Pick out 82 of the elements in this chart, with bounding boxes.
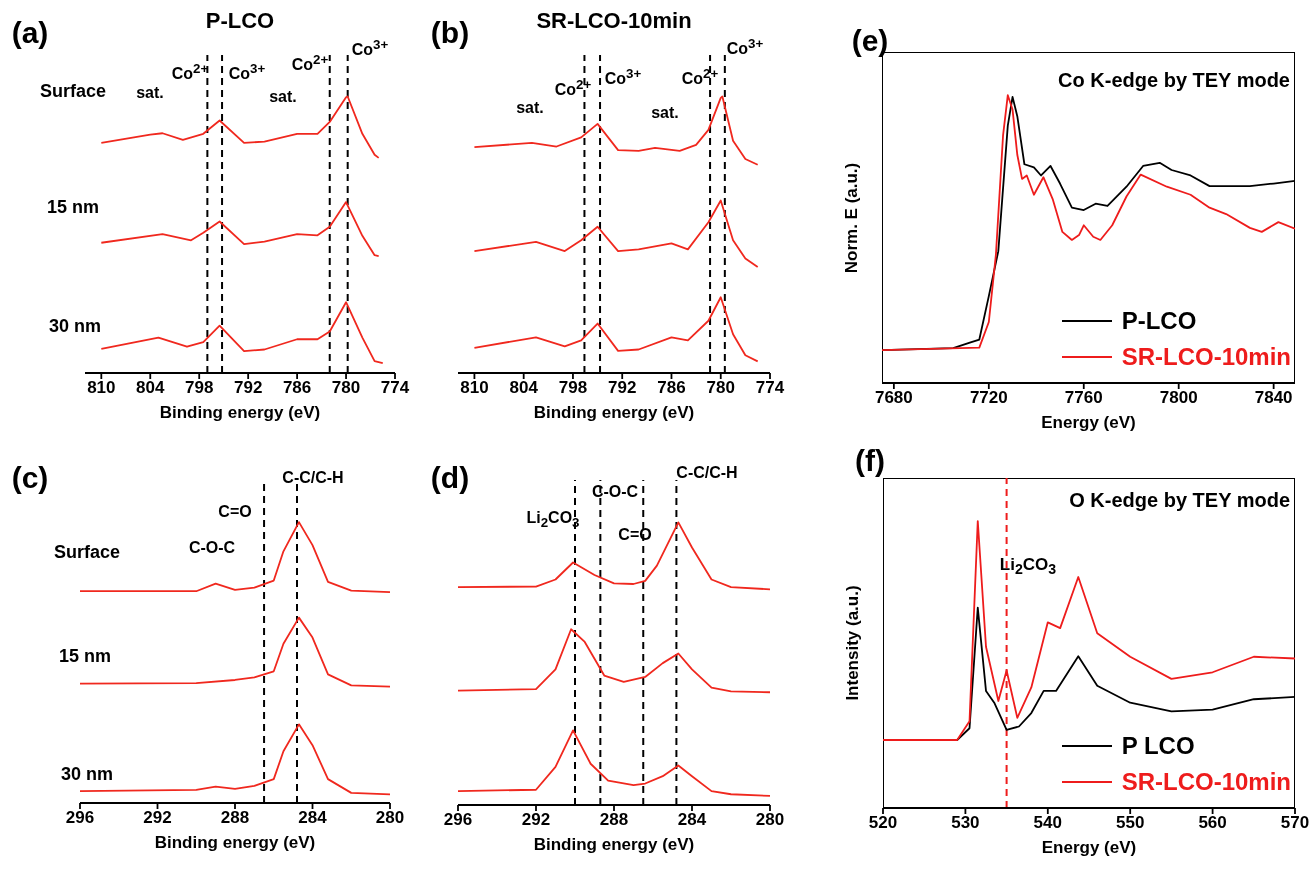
text: Co$^{2+}$ [291, 51, 329, 74]
x-axis-title: Binding energy (eV) [153, 833, 317, 854]
y-axis-title: Norm. E (a.u.) [842, 162, 862, 273]
text: (e) [851, 23, 889, 57]
x-tick-label: 292 [521, 810, 551, 830]
x-tick-label: 804 [509, 378, 539, 398]
x-tick-label: 560 [1198, 813, 1227, 833]
x-tick-label: 7840 [1254, 388, 1293, 408]
x-tick-label: 280 [755, 810, 785, 830]
text: C-C/C-H [676, 464, 738, 482]
text: Co$^{2+}$ [171, 60, 209, 83]
x-tick-label: 774 [755, 378, 785, 398]
legend-label: SR-LCO-10min [1121, 343, 1291, 371]
text: Co K-edge by TEY mode [1058, 69, 1290, 91]
legend-label: P LCO [1121, 732, 1195, 760]
x-tick-label: 540 [1033, 813, 1062, 833]
x-tick-label: 804 [136, 378, 165, 398]
x-tick-label: 296 [443, 810, 473, 830]
x-tick-label: 780 [331, 378, 361, 398]
x-tick-label: 774 [380, 378, 410, 398]
x-tick-label: 288 [599, 810, 629, 830]
text: O K-edge by TEY mode [1069, 489, 1290, 511]
annotation: 15 nm [46, 197, 100, 218]
x-tick-label: 292 [143, 808, 172, 828]
x-tick-label: 284 [298, 808, 328, 828]
x-tick-label: 7760 [1064, 388, 1103, 408]
annotation: C-O-C [188, 539, 236, 557]
x-tick-label: 550 [1116, 813, 1145, 833]
text: C=O [218, 503, 252, 521]
annotation: 30 nm [48, 316, 102, 337]
x-tick-label: 284 [677, 810, 707, 830]
x-tick-label: 780 [706, 378, 735, 398]
x-tick-label: 792 [233, 378, 263, 398]
x-tick-label: 810 [460, 378, 489, 398]
text: C-O-C [591, 483, 639, 501]
text: Co$^{2+}$ [681, 65, 719, 88]
x-tick-label: 288 [220, 808, 250, 828]
text: C-C/C-H [282, 469, 344, 487]
text: (f) [855, 443, 885, 477]
x-tick-label: 570 [1280, 813, 1310, 833]
text: (b) [430, 15, 470, 49]
annotation: C=O [618, 526, 652, 544]
chart-title: P-LCO [204, 8, 276, 34]
x-axis-title: Binding energy (eV) [532, 835, 696, 856]
legend-label: P-LCO [1121, 307, 1197, 335]
annotation: Co$^{2+}$ [554, 76, 592, 99]
annotation: 15 nm [58, 646, 112, 667]
x-tick-label: 786 [657, 378, 686, 398]
text: (c) [11, 460, 49, 494]
annotation: sat. [651, 104, 679, 122]
x-tick-label: 810 [87, 378, 116, 398]
x-tick-label: 786 [282, 378, 312, 398]
x-axis-title: Binding energy (eV) [158, 403, 322, 424]
x-tick-label: 798 [558, 378, 588, 398]
annotation: Li$_{2}$CO$_{3}$ [999, 555, 1057, 578]
chart-title: SR-LCO-10min [536, 8, 692, 33]
x-tick-label: 520 [868, 813, 898, 833]
x-axis-title: Binding energy (eV) [532, 403, 696, 424]
text: Co$^{3+}$ [228, 60, 266, 83]
x-tick-label: 798 [185, 378, 214, 398]
x-tick-label: 7720 [969, 388, 1008, 408]
x-axis-title: Energy (eV) [1040, 413, 1137, 434]
annotation: Surface [39, 81, 107, 102]
y-axis-title: Intensity (a.u.) [843, 585, 863, 701]
x-tick-label: 792 [608, 378, 637, 398]
annotation: sat. [136, 84, 164, 102]
annotation: sat. [516, 99, 544, 117]
annotation: Surface [53, 542, 121, 563]
text: (a) [11, 15, 49, 49]
text: (d) [430, 460, 470, 494]
annotation: sat. [269, 88, 297, 106]
text: Co$^{3+}$ [351, 36, 389, 59]
x-tick-label: 7680 [874, 388, 913, 408]
legend-label: SR-LCO-10min [1121, 768, 1291, 796]
x-tick-label: 296 [65, 808, 95, 828]
x-tick-label: 280 [375, 808, 405, 828]
x-tick-label: 7800 [1159, 388, 1198, 408]
x-tick-label: 530 [951, 813, 980, 833]
text: Co$^{3+}$ [604, 65, 642, 88]
x-axis-title: Energy (eV) [1040, 838, 1138, 859]
annotation: 30 nm [60, 764, 114, 785]
text: Co$^{3+}$ [726, 35, 764, 58]
